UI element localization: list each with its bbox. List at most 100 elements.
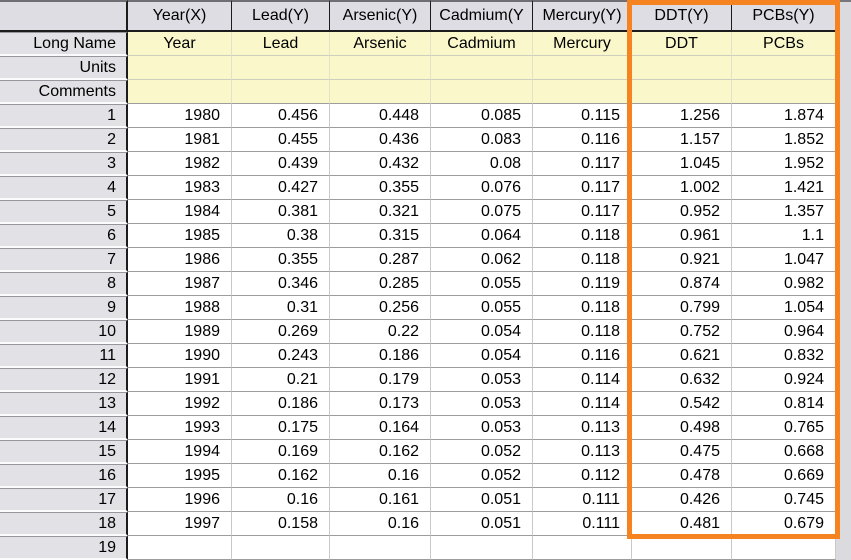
- cell-year-row9[interactable]: 1988: [128, 296, 232, 320]
- cell-pcbs-row6[interactable]: 1.1: [732, 224, 836, 248]
- long-name-cell-year[interactable]: Year: [128, 32, 232, 56]
- units-cell-arsenic[interactable]: [330, 56, 431, 80]
- cell-ddt-row16[interactable]: 0.478: [632, 464, 732, 488]
- cell-ddt-row17[interactable]: 0.426: [632, 488, 732, 512]
- cell-pcbs-row11[interactable]: 0.832: [732, 344, 836, 368]
- cell-pcbs-row3[interactable]: 1.952: [732, 152, 836, 176]
- cell-mercury-row3[interactable]: 0.117: [533, 152, 632, 176]
- cell-cadmium-row12[interactable]: 0.053: [431, 368, 533, 392]
- cell-ddt-row5[interactable]: 0.952: [632, 200, 732, 224]
- cell-lead-row8[interactable]: 0.346: [232, 272, 330, 296]
- comments-cell-mercury[interactable]: [533, 80, 632, 104]
- cell-mercury-row18[interactable]: 0.111: [533, 512, 632, 536]
- cell-ddt-row3[interactable]: 1.045: [632, 152, 732, 176]
- cell-mercury-row16[interactable]: 0.112: [533, 464, 632, 488]
- comments-cell-pcbs[interactable]: [732, 80, 836, 104]
- row-header-7[interactable]: 7: [0, 248, 128, 272]
- cell-pcbs-row13[interactable]: 0.814: [732, 392, 836, 416]
- cell-arsenic-row5[interactable]: 0.321: [330, 200, 431, 224]
- cell-lead-row6[interactable]: 0.38: [232, 224, 330, 248]
- long-name-cell-pcbs[interactable]: PCBs: [732, 32, 836, 56]
- cell-arsenic-row14[interactable]: 0.164: [330, 416, 431, 440]
- cell-mercury-row9[interactable]: 0.118: [533, 296, 632, 320]
- cell-arsenic-row2[interactable]: 0.436: [330, 128, 431, 152]
- cell-pcbs-row9[interactable]: 1.054: [732, 296, 836, 320]
- cell-cadmium-row19[interactable]: [431, 536, 533, 560]
- cell-cadmium-row5[interactable]: 0.075: [431, 200, 533, 224]
- row-header-11[interactable]: 11: [0, 344, 128, 368]
- cell-year-row5[interactable]: 1984: [128, 200, 232, 224]
- cell-mercury-row4[interactable]: 0.117: [533, 176, 632, 200]
- row-header-18[interactable]: 18: [0, 512, 128, 536]
- comments-cell-ddt[interactable]: [632, 80, 732, 104]
- cell-cadmium-row2[interactable]: 0.083: [431, 128, 533, 152]
- cell-year-row2[interactable]: 1981: [128, 128, 232, 152]
- cell-mercury-row10[interactable]: 0.118: [533, 320, 632, 344]
- cell-year-row18[interactable]: 1997: [128, 512, 232, 536]
- cell-pcbs-row12[interactable]: 0.924: [732, 368, 836, 392]
- cell-mercury-row7[interactable]: 0.118: [533, 248, 632, 272]
- row-header-3[interactable]: 3: [0, 152, 128, 176]
- row-header-14[interactable]: 14: [0, 416, 128, 440]
- cell-cadmium-row3[interactable]: 0.08: [431, 152, 533, 176]
- row-header-6[interactable]: 6: [0, 224, 128, 248]
- cell-arsenic-row4[interactable]: 0.355: [330, 176, 431, 200]
- row-header-16[interactable]: 16: [0, 464, 128, 488]
- cell-mercury-row11[interactable]: 0.116: [533, 344, 632, 368]
- cell-year-row16[interactable]: 1995: [128, 464, 232, 488]
- cell-ddt-row8[interactable]: 0.874: [632, 272, 732, 296]
- cell-lead-row19[interactable]: [232, 536, 330, 560]
- cell-lead-row17[interactable]: 0.16: [232, 488, 330, 512]
- cell-cadmium-row6[interactable]: 0.064: [431, 224, 533, 248]
- cell-cadmium-row1[interactable]: 0.085: [431, 104, 533, 128]
- cell-pcbs-row8[interactable]: 0.982: [732, 272, 836, 296]
- cell-arsenic-row10[interactable]: 0.22: [330, 320, 431, 344]
- cell-mercury-row5[interactable]: 0.117: [533, 200, 632, 224]
- cell-year-row11[interactable]: 1990: [128, 344, 232, 368]
- cell-cadmium-row8[interactable]: 0.055: [431, 272, 533, 296]
- units-cell-cadmium[interactable]: [431, 56, 533, 80]
- corner-cell[interactable]: [0, 0, 128, 32]
- cell-arsenic-row12[interactable]: 0.179: [330, 368, 431, 392]
- cell-lead-row15[interactable]: 0.169: [232, 440, 330, 464]
- row-header-long-name[interactable]: Long Name: [0, 32, 128, 56]
- cell-ddt-row15[interactable]: 0.475: [632, 440, 732, 464]
- comments-cell-year[interactable]: [128, 80, 232, 104]
- cell-year-row10[interactable]: 1989: [128, 320, 232, 344]
- row-header-8[interactable]: 8: [0, 272, 128, 296]
- cell-mercury-row2[interactable]: 0.116: [533, 128, 632, 152]
- cell-mercury-row6[interactable]: 0.118: [533, 224, 632, 248]
- cell-arsenic-row13[interactable]: 0.173: [330, 392, 431, 416]
- cell-ddt-row6[interactable]: 0.961: [632, 224, 732, 248]
- cell-mercury-row8[interactable]: 0.119: [533, 272, 632, 296]
- units-cell-mercury[interactable]: [533, 56, 632, 80]
- cell-cadmium-row10[interactable]: 0.054: [431, 320, 533, 344]
- cell-ddt-row10[interactable]: 0.752: [632, 320, 732, 344]
- row-header-19[interactable]: 19: [0, 536, 128, 560]
- cell-cadmium-row11[interactable]: 0.054: [431, 344, 533, 368]
- cell-lead-row12[interactable]: 0.21: [232, 368, 330, 392]
- cell-arsenic-row1[interactable]: 0.448: [330, 104, 431, 128]
- column-header-ddt[interactable]: DDT(Y): [632, 0, 732, 32]
- row-header-comments[interactable]: Comments: [0, 80, 128, 104]
- cell-arsenic-row18[interactable]: 0.16: [330, 512, 431, 536]
- cell-cadmium-row14[interactable]: 0.053: [431, 416, 533, 440]
- cell-cadmium-row15[interactable]: 0.052: [431, 440, 533, 464]
- cell-ddt-row7[interactable]: 0.921: [632, 248, 732, 272]
- cell-lead-row11[interactable]: 0.243: [232, 344, 330, 368]
- cell-lead-row5[interactable]: 0.381: [232, 200, 330, 224]
- long-name-cell-lead[interactable]: Lead: [232, 32, 330, 56]
- column-header-year[interactable]: Year(X): [128, 0, 232, 32]
- cell-lead-row10[interactable]: 0.269: [232, 320, 330, 344]
- column-header-pcbs[interactable]: PCBs(Y): [732, 0, 836, 32]
- cell-lead-row14[interactable]: 0.175: [232, 416, 330, 440]
- cell-mercury-row15[interactable]: 0.113: [533, 440, 632, 464]
- cell-pcbs-row7[interactable]: 1.047: [732, 248, 836, 272]
- cell-pcbs-row10[interactable]: 0.964: [732, 320, 836, 344]
- cell-cadmium-row7[interactable]: 0.062: [431, 248, 533, 272]
- row-header-4[interactable]: 4: [0, 176, 128, 200]
- cell-arsenic-row8[interactable]: 0.285: [330, 272, 431, 296]
- cell-year-row3[interactable]: 1982: [128, 152, 232, 176]
- column-header-cadmium[interactable]: Cadmium(Y: [431, 0, 533, 32]
- cell-year-row14[interactable]: 1993: [128, 416, 232, 440]
